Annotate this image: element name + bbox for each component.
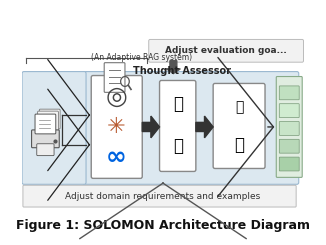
FancyBboxPatch shape: [279, 139, 299, 153]
Text: Thought Assessor: Thought Assessor: [133, 66, 231, 76]
Text: Adjust domain requirements and examples: Adjust domain requirements and examples: [66, 192, 260, 201]
FancyBboxPatch shape: [37, 111, 58, 131]
Polygon shape: [196, 116, 213, 138]
Text: Figure 1: SOLOMON Architecture Diagram: Figure 1: SOLOMON Architecture Diagram: [16, 219, 310, 232]
FancyBboxPatch shape: [279, 104, 299, 118]
Polygon shape: [142, 116, 159, 138]
FancyBboxPatch shape: [35, 114, 56, 134]
FancyBboxPatch shape: [22, 72, 86, 184]
FancyBboxPatch shape: [39, 109, 60, 129]
FancyBboxPatch shape: [276, 76, 302, 177]
Text: 👍: 👍: [173, 95, 183, 113]
FancyBboxPatch shape: [91, 75, 142, 178]
Text: 📋: 📋: [235, 100, 243, 114]
FancyBboxPatch shape: [82, 72, 299, 184]
FancyBboxPatch shape: [159, 80, 196, 172]
Text: ∞: ∞: [106, 145, 127, 169]
FancyBboxPatch shape: [279, 157, 299, 171]
FancyBboxPatch shape: [149, 39, 304, 62]
FancyBboxPatch shape: [37, 144, 54, 156]
Text: 👎: 👎: [173, 137, 183, 155]
Text: ◎: ◎: [105, 85, 127, 109]
FancyBboxPatch shape: [23, 185, 296, 207]
Text: (An Adaptive RAG system): (An Adaptive RAG system): [91, 53, 192, 62]
FancyBboxPatch shape: [213, 84, 265, 169]
FancyBboxPatch shape: [279, 122, 299, 135]
Text: Adjust evaluation goa...: Adjust evaluation goa...: [165, 46, 287, 55]
FancyBboxPatch shape: [279, 86, 299, 100]
Text: ✳: ✳: [107, 117, 126, 137]
Polygon shape: [167, 61, 180, 74]
Text: 👥: 👥: [234, 136, 244, 154]
FancyBboxPatch shape: [32, 130, 59, 148]
FancyBboxPatch shape: [104, 63, 125, 92]
